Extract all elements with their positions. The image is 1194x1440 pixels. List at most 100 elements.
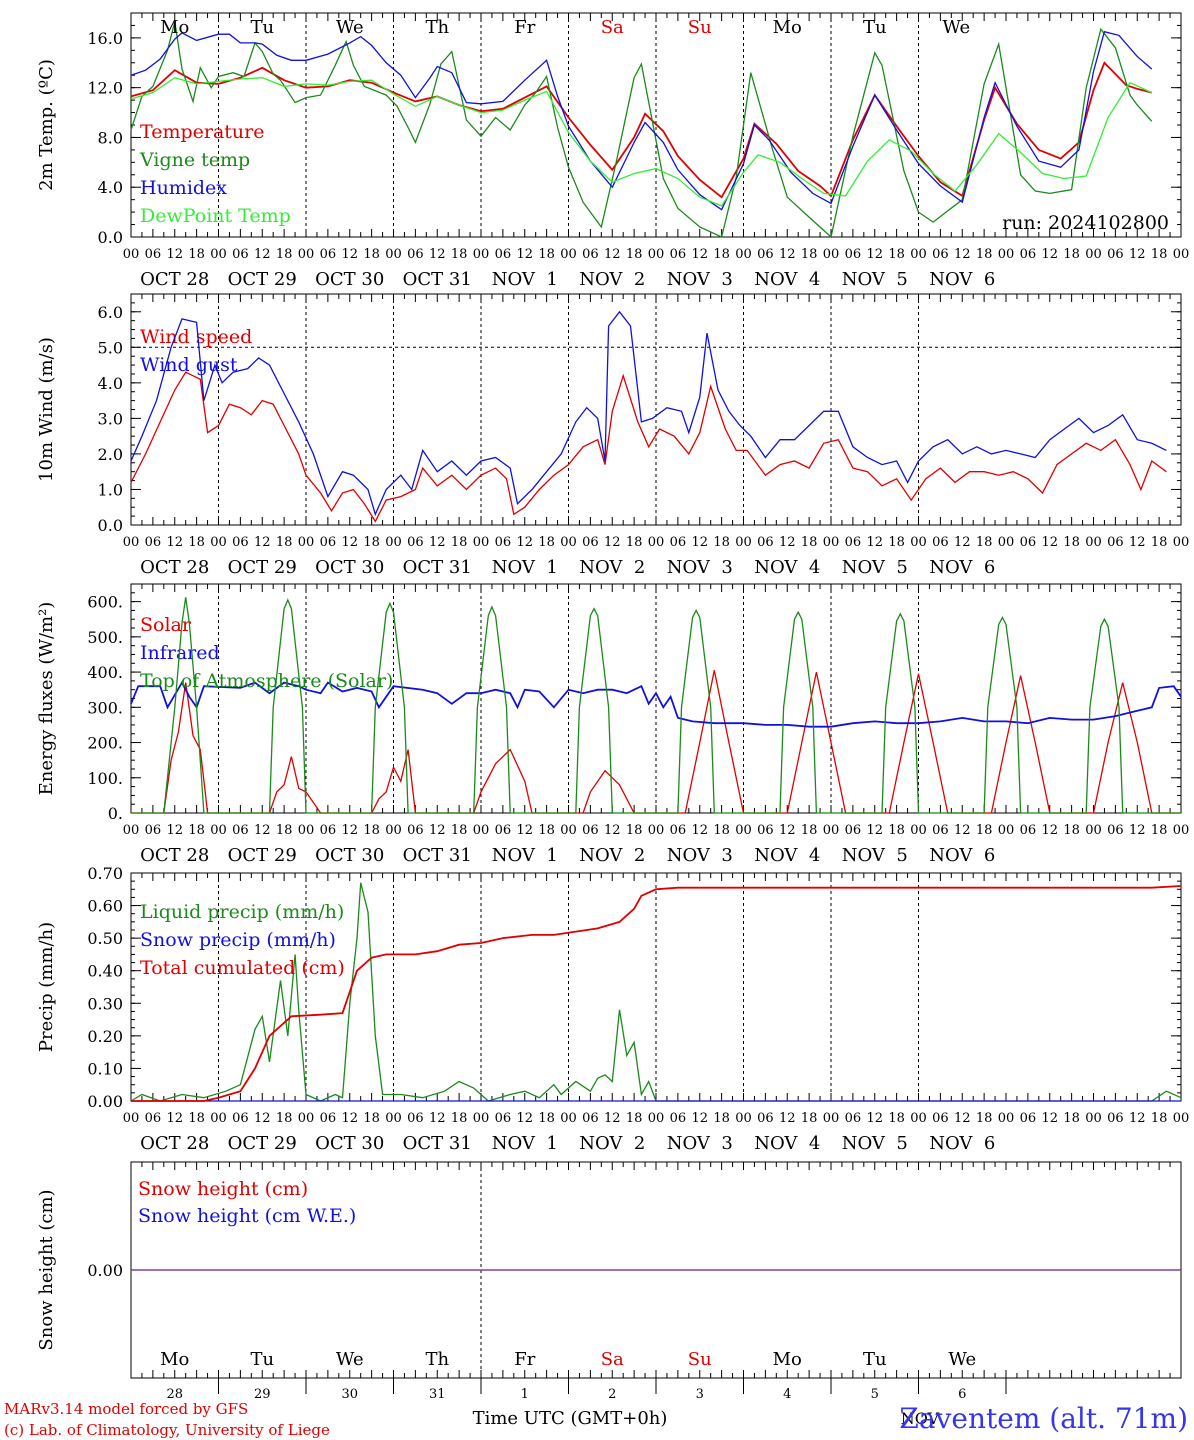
hour-tick-label: 18	[451, 823, 468, 838]
hour-tick-label: 00	[560, 823, 577, 838]
day-name-label: Th	[425, 17, 449, 38]
y-tick-label: 3.0	[98, 409, 123, 428]
hour-tick-label: 06	[845, 823, 862, 838]
hour-tick-label: 18	[1151, 823, 1168, 838]
hour-tick-label: 12	[516, 535, 533, 550]
day-name-label: Mo	[773, 1349, 802, 1370]
hour-tick-label: 00	[298, 535, 315, 550]
y-tick-label: 12.0	[87, 79, 123, 98]
date-label: NOV 2	[579, 269, 645, 290]
hour-tick-label: 12	[866, 247, 883, 262]
date-label: OCT 31	[403, 845, 472, 866]
hour-tick-label: 00	[735, 823, 752, 838]
hour-tick-label: 18	[538, 1111, 555, 1126]
hour-tick-label: 12	[516, 823, 533, 838]
hour-tick-label: 12	[1041, 1111, 1058, 1126]
hour-tick-label: 12	[954, 823, 971, 838]
hour-tick-label: 12	[866, 1111, 883, 1126]
hour-tick-label: 06	[232, 823, 249, 838]
date-label: NOV 1	[492, 269, 558, 290]
hour-tick-label: 06	[932, 247, 949, 262]
y-tick-label: 0.60	[87, 897, 123, 916]
hour-tick-label: 12	[954, 535, 971, 550]
y-tick-label: 0.10	[87, 1059, 123, 1078]
day-name-label: Su	[688, 17, 712, 38]
hour-tick-label: 18	[888, 247, 905, 262]
hour-tick-label: 18	[1063, 1111, 1080, 1126]
hour-tick-label: 00	[735, 535, 752, 550]
hour-tick-label: 00	[1085, 1111, 1102, 1126]
day-name-label: Fr	[514, 1349, 535, 1370]
hour-tick-label: 18	[801, 535, 818, 550]
y-axis-label: Snow height (cm)	[36, 1189, 57, 1350]
hour-tick-label: 06	[670, 823, 687, 838]
hour-tick-label: 18	[451, 1111, 468, 1126]
date-label: NOV 6	[929, 845, 995, 866]
hour-tick-label: 00	[910, 247, 927, 262]
y-tick-label: 0.50	[87, 929, 123, 948]
date-label: NOV 3	[667, 557, 733, 578]
hour-tick-label: 06	[320, 1111, 337, 1126]
hour-tick-label: 00	[735, 1111, 752, 1126]
date-label: OCT 29	[228, 269, 297, 290]
hour-tick-label: 06	[1020, 823, 1037, 838]
hour-tick-label: 06	[407, 823, 424, 838]
chart-panels: 0.04.08.012.016.02m Temp. (ºC) Temperatur…	[36, 12, 1190, 1402]
day-name-label: Su	[688, 1349, 712, 1370]
hour-tick-label: 00	[298, 1111, 315, 1126]
hour-tick-label: 00	[560, 247, 577, 262]
hour-tick-label: 06	[407, 247, 424, 262]
hour-tick-label: 18	[713, 823, 730, 838]
hour-tick-label: 00	[210, 823, 227, 838]
hour-tick-label: 06	[145, 1111, 162, 1126]
y-tick-label: 0.20	[87, 1027, 123, 1046]
legend-solar: Solar	[140, 614, 192, 636]
hour-tick-label: 12	[779, 247, 796, 262]
hour-tick-label: 06	[232, 535, 249, 550]
hour-tick-label: 12	[341, 1111, 358, 1126]
day-name-label: We	[336, 17, 364, 38]
hour-tick-label: 12	[166, 823, 183, 838]
hour-tick-label: 12	[254, 247, 271, 262]
y-tick-label: 0.00	[87, 1261, 123, 1280]
hour-tick-label: 00	[1173, 247, 1190, 262]
hour-tick-label: 00	[298, 823, 315, 838]
hour-tick-label: 12	[691, 247, 708, 262]
hour-tick-label: 12	[866, 823, 883, 838]
date-label: NOV 2	[579, 1133, 645, 1154]
date-label: OCT 28	[140, 845, 209, 866]
hour-tick-label: 00	[1085, 247, 1102, 262]
day-number-label: 5	[871, 1387, 879, 1402]
hour-tick-label: 06	[757, 535, 774, 550]
hour-tick-label: 12	[429, 1111, 446, 1126]
hour-tick-label: 12	[254, 535, 271, 550]
y-tick-label: 0.30	[87, 994, 123, 1013]
day-name-label: Fr	[514, 17, 535, 38]
hour-tick-label: 06	[932, 535, 949, 550]
hour-tick-label: 18	[538, 535, 555, 550]
hour-tick-label: 18	[538, 823, 555, 838]
run-label: run: 2024102800	[1002, 212, 1169, 234]
hour-tick-label: 06	[670, 247, 687, 262]
hour-tick-label: 18	[188, 535, 205, 550]
day-number-label: 29	[254, 1387, 271, 1402]
hour-tick-label: 18	[626, 535, 643, 550]
date-label: OCT 28	[140, 1133, 209, 1154]
hour-tick-label: 00	[910, 535, 927, 550]
day-number-label: 3	[696, 1387, 704, 1402]
date-label: OCT 28	[140, 269, 209, 290]
hour-tick-label: 12	[341, 535, 358, 550]
hour-tick-label: 00	[210, 247, 227, 262]
hour-tick-label: 00	[910, 823, 927, 838]
series-line-infrared	[130, 680, 1182, 728]
hour-tick-label: 12	[691, 823, 708, 838]
y-axis-label: Precip (mm/h)	[36, 922, 57, 1052]
series-line-wind-gust	[130, 310, 1167, 517]
hour-tick-label: 12	[779, 535, 796, 550]
day-name-label: Sa	[601, 1349, 624, 1370]
hour-tick-label: 18	[713, 247, 730, 262]
hour-tick-label: 00	[648, 535, 665, 550]
hour-tick-label: 12	[1041, 823, 1058, 838]
hour-tick-label: 00	[1173, 823, 1190, 838]
hour-tick-label: 00	[385, 535, 402, 550]
